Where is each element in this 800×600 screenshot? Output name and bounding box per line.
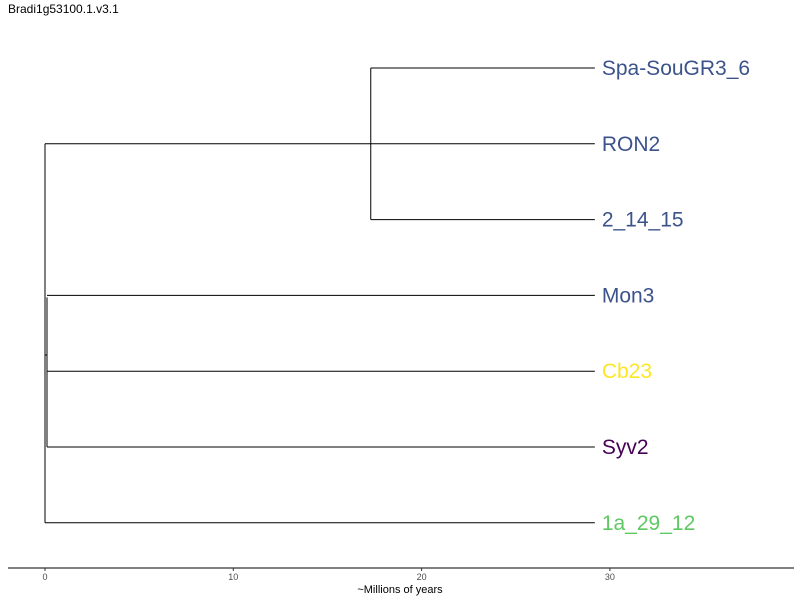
leaf-label: 2_14_15 [602,209,684,232]
axis-tick-label: 10 [228,572,238,582]
leaf-label: RON2 [602,133,660,156]
time-axis: 0 10 20 30 ~Millions of years [8,567,794,596]
tree-title: Bradi1g53100.1.v3.1 [8,2,119,16]
axis-tick-label: 30 [605,572,615,582]
leaf-label: Cb23 [602,360,652,383]
axis-tick-label: 20 [417,572,427,582]
tree-branches [44,67,595,524]
axis-tick-label: 0 [42,572,47,582]
leaf-labels: Spa-SouGR3_6 RON2 2_14_15 Mon3 Cb23 Syv2 1a_29… [602,57,750,535]
leaf-label: Mon3 [602,284,655,307]
leaf-label: Spa-SouGR3_6 [602,57,750,80]
leaf-label: 1a_29_12 [602,512,695,535]
leaf-label: Syv2 [602,436,649,459]
axis-ticks: 0 10 20 30 [42,568,615,582]
axis-title: ~Millions of years [357,584,443,596]
